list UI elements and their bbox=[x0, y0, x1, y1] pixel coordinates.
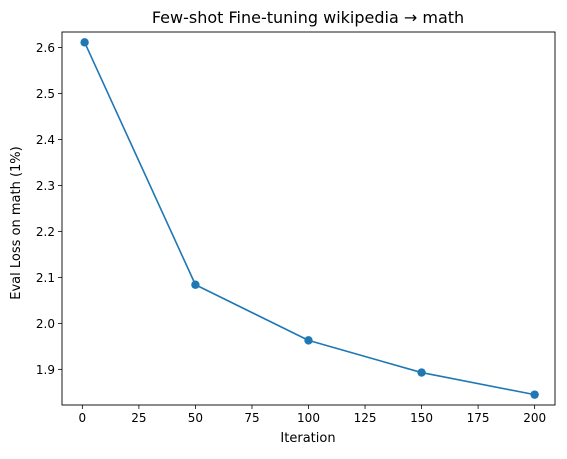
x-axis-label: Iteration bbox=[280, 431, 335, 446]
x-tick-label: 25 bbox=[131, 411, 146, 425]
y-tick-label: 2.6 bbox=[36, 41, 55, 55]
y-tick-label: 2.4 bbox=[36, 133, 55, 147]
y-axis-label: Eval Loss on math (1%) bbox=[9, 146, 24, 299]
x-tick-label: 75 bbox=[244, 411, 259, 425]
data-point bbox=[304, 336, 313, 345]
x-tick-label: 175 bbox=[467, 411, 490, 425]
data-point bbox=[417, 368, 426, 377]
axes-frame bbox=[61, 31, 556, 406]
x-tick-label: 0 bbox=[79, 411, 87, 425]
y-tick-label: 2.0 bbox=[36, 317, 55, 331]
x-tick-label: 125 bbox=[354, 411, 377, 425]
plot-area: 0 25 50 75 100 125 150 175 200 1.9 2.0 2.1 2.2 2.3 2.4… bbox=[36, 31, 556, 425]
chart-title: Few-shot Fine-tuning wikipedia → math bbox=[152, 8, 464, 27]
x-tick-label: 200 bbox=[523, 411, 546, 425]
y-tick-label: 2.2 bbox=[36, 225, 55, 239]
data-point bbox=[530, 390, 539, 399]
x-tick-label: 150 bbox=[410, 411, 433, 425]
x-tick-label: 50 bbox=[188, 411, 203, 425]
data-point bbox=[80, 38, 89, 47]
data-point bbox=[191, 280, 200, 289]
x-tick-label: 100 bbox=[297, 411, 320, 425]
y-tick-label: 1.9 bbox=[36, 363, 55, 377]
y-tick-label: 2.5 bbox=[36, 87, 55, 101]
y-tick-label: 2.3 bbox=[36, 179, 55, 193]
y-tick-label: 2.1 bbox=[36, 271, 55, 285]
